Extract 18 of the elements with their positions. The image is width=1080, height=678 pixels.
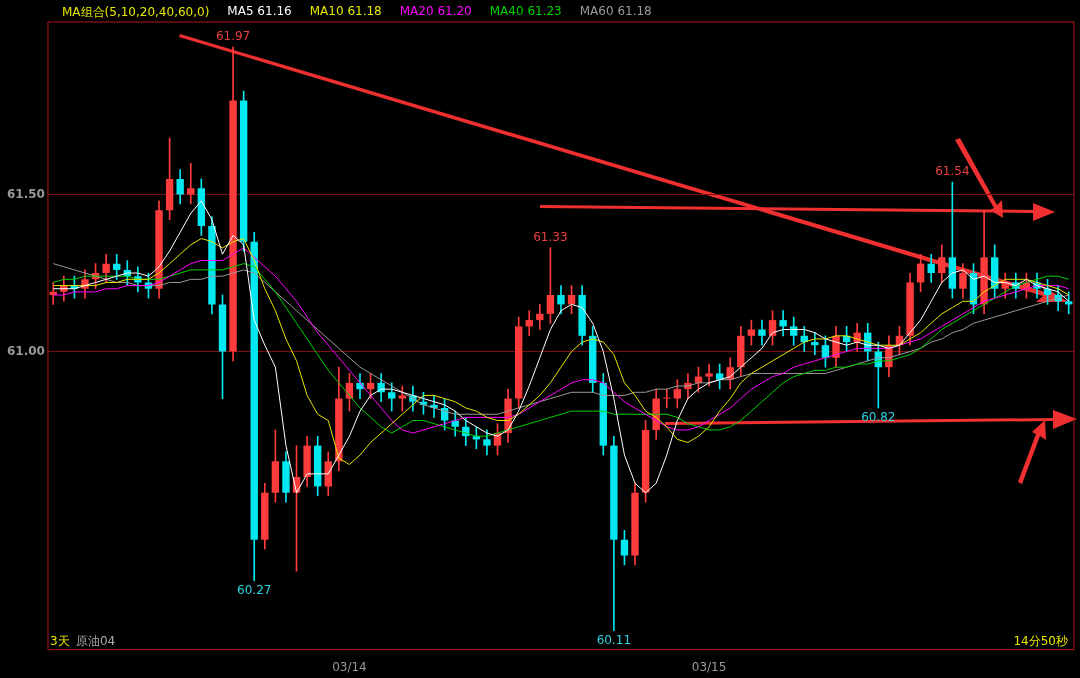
annotation: 60.11 [596, 632, 632, 647]
text: MA10 61.18 [309, 4, 382, 20]
y-tick-label: 61.50 [6, 186, 45, 201]
annotation: 原油04 [75, 633, 116, 648]
annotation: 61.33 [533, 230, 568, 245]
annotation: 3天 [49, 633, 70, 648]
text: MA20 61.20 [399, 4, 472, 20]
text: MA60 61.18 [579, 4, 652, 20]
y-tick-label: 61.00 [6, 343, 45, 358]
annotation: 61.54 [935, 164, 970, 179]
x-tick-label: 03/15 [691, 659, 727, 674]
x-tick-label: 03/14 [332, 659, 367, 674]
annotation: 14分50秒 [1013, 633, 1068, 648]
text: MA5 61.16 [227, 4, 292, 20]
text: MA40 61.23 [489, 4, 562, 20]
annotation: 60.27 [237, 582, 272, 597]
annotation: 61.97 [215, 29, 251, 44]
legend-title: MA组合(5,10,20,40,60,0) [62, 4, 210, 21]
